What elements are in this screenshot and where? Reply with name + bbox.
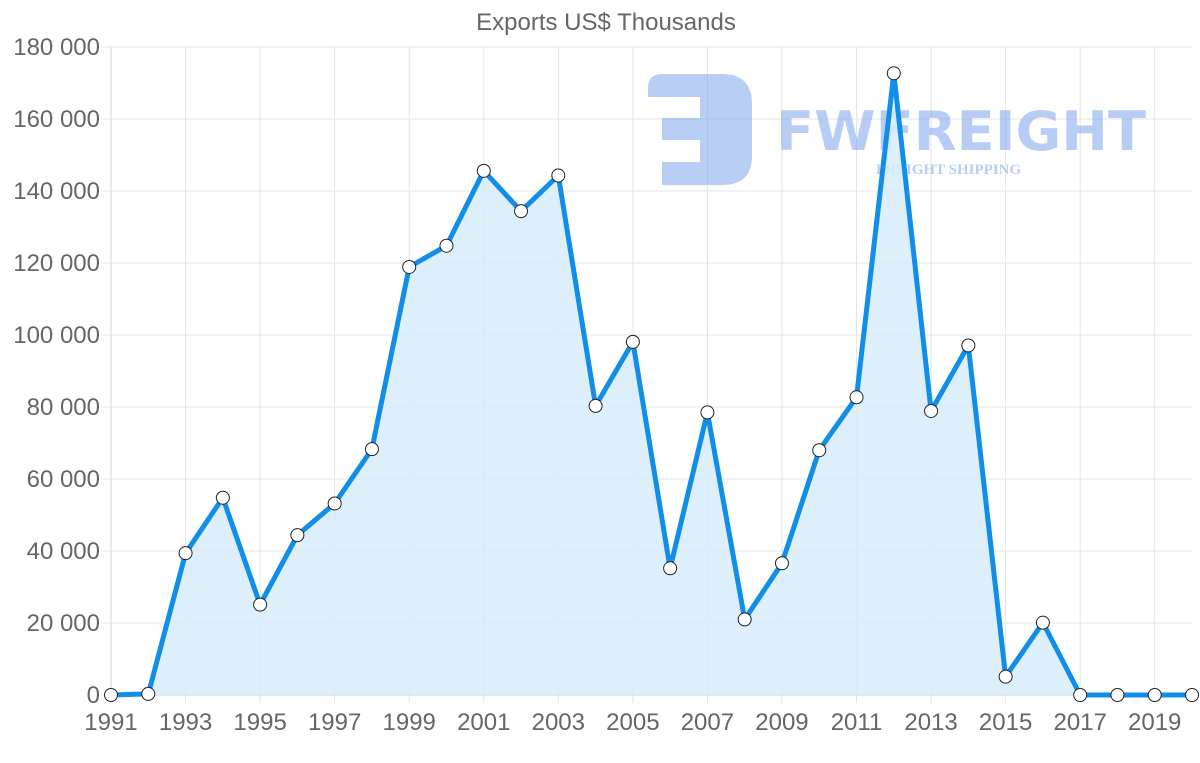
data-point-2000	[439, 238, 454, 253]
y-tick-label: 140 000	[13, 178, 100, 205]
data-point-2002	[514, 204, 529, 219]
data-point-2006	[663, 561, 678, 576]
data-point-2019	[1147, 688, 1162, 702]
y-tick-label: 80 000	[27, 394, 100, 421]
data-point-2020	[1185, 688, 1199, 702]
data-point-2017	[1073, 688, 1088, 702]
x-tick-label: 2019	[1128, 709, 1181, 736]
fwfreight-watermark: FWFREIGHT FREIGHT SHIPPING	[648, 74, 1146, 185]
chart-title: Exports US$ Thousands	[476, 9, 736, 36]
data-point-1997	[327, 496, 342, 511]
data-point-2014	[961, 338, 976, 353]
x-tick-label: 2007	[681, 709, 734, 736]
data-point-2013	[924, 403, 939, 418]
watermark-brand: FWFREIGHT	[776, 100, 1146, 163]
x-tick-label: 1995	[233, 709, 286, 736]
data-line	[110, 70, 1192, 698]
x-tick-label: 1991	[84, 709, 137, 736]
x-tick-label: 1993	[159, 709, 212, 736]
watermark-tagline: FREIGHT SHIPPING	[876, 162, 1021, 178]
x-tick-label: 2009	[755, 709, 808, 736]
data-point-1996	[290, 528, 305, 543]
data-point-2001	[476, 163, 491, 178]
data-point-2008	[737, 612, 752, 627]
x-tick-label: 2003	[532, 709, 585, 736]
x-tick-label: 2005	[606, 709, 659, 736]
data-point-2018	[1110, 688, 1125, 702]
data-point-2010	[812, 443, 827, 458]
data-point-1998	[364, 442, 379, 457]
data-point-1993	[178, 546, 193, 561]
data-point-1992	[141, 686, 156, 701]
data-point-2004	[588, 398, 603, 413]
data-point-2003	[551, 168, 566, 183]
x-tick-label: 1997	[308, 709, 361, 736]
data-point-1994	[215, 490, 230, 505]
y-tick-label: 20 000	[27, 610, 100, 637]
x-tick-label: 2001	[457, 709, 510, 736]
data-point-2009	[774, 556, 789, 571]
y-tick-label: 0	[87, 682, 100, 709]
x-tick-label: 2011	[831, 709, 883, 736]
data-point-1995	[253, 597, 268, 612]
x-axis-ticks: 1991 1993 1995 1997 1999 2001 2003 2005 2007 2009…	[84, 709, 1181, 736]
data-points	[104, 66, 1199, 702]
data-point-2005	[625, 334, 640, 349]
data-point-2015	[998, 669, 1013, 684]
x-tick-label: 2015	[979, 709, 1032, 736]
x-tick-label: 1999	[383, 709, 436, 736]
y-tick-label: 120 000	[13, 250, 100, 277]
area-fill	[111, 73, 1192, 696]
data-point-2007	[700, 405, 715, 420]
y-tick-label: 60 000	[27, 466, 100, 493]
x-tick-label: 2013	[904, 709, 957, 736]
data-point-1999	[402, 259, 417, 274]
y-tick-label: 100 000	[13, 322, 100, 349]
fwfreight-logo-icon	[648, 74, 752, 185]
x-tick-label: 2017	[1053, 709, 1106, 736]
data-point-2011	[849, 390, 864, 405]
data-point-2012	[886, 66, 901, 81]
y-tick-label: 160 000	[13, 106, 100, 133]
y-axis-ticks: 0 20 000 40 000 60 000 80 000 100 000 120 000 1…	[13, 34, 100, 709]
data-point-1991	[104, 688, 118, 702]
y-tick-label: 40 000	[27, 538, 100, 565]
data-point-2016	[1035, 615, 1050, 630]
y-tick-label: 180 000	[13, 34, 100, 61]
